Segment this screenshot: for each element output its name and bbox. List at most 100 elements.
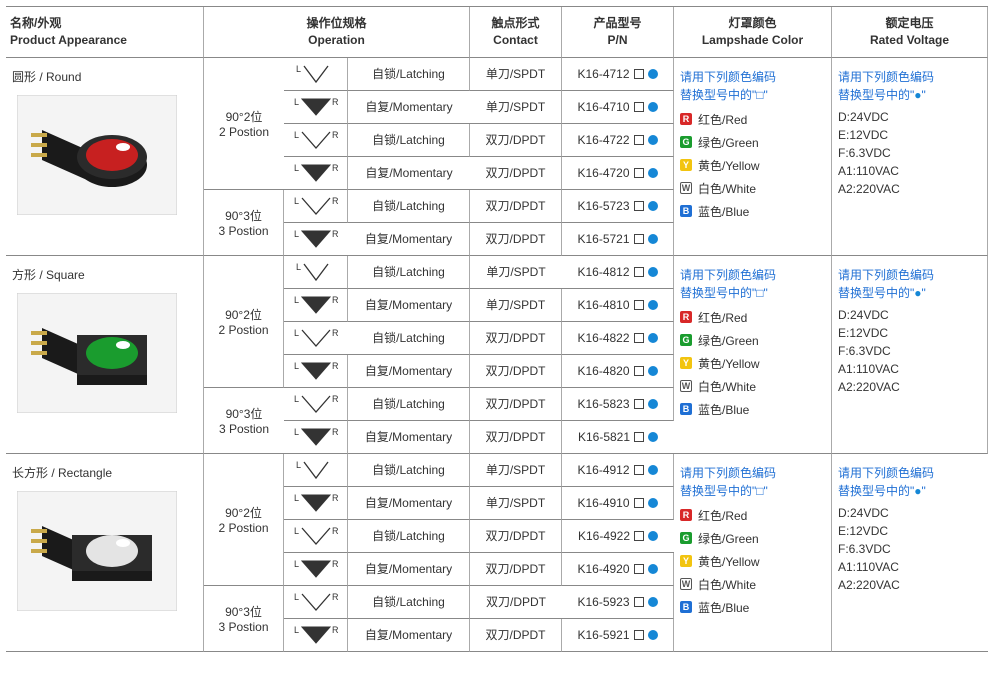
placeholder-square-icon: [634, 234, 644, 244]
contact-label: 双刀/DPDT: [470, 223, 562, 256]
placeholder-dot-icon: [648, 102, 658, 112]
svg-text:R: R: [332, 625, 339, 635]
pn-cell: K16-5921: [562, 619, 674, 652]
svg-text:R: R: [332, 592, 339, 602]
operation-label: 自复/Momentary: [348, 619, 470, 652]
placeholder-dot-icon: [648, 465, 658, 475]
placeholder-square-icon: [634, 267, 644, 277]
svg-text:R: R: [332, 493, 339, 503]
contact-label: 双刀/DPDT: [470, 619, 562, 652]
lampshade-cell: 请用下列颜色编码替换型号中的"□"R红色/RedG绿色/GreenY黄色/Yel…: [674, 454, 832, 652]
pn-value: K16-4812: [577, 265, 629, 279]
svg-text:R: R: [332, 361, 339, 371]
operation-label: 自复/Momentary: [348, 157, 470, 190]
svg-text:R: R: [332, 394, 339, 404]
contact-label: 单刀/SPDT: [470, 256, 562, 289]
pn-cell: K16-5923: [562, 586, 674, 619]
pn-cell: K16-4710: [562, 91, 674, 124]
operation-symbol: LR: [284, 553, 348, 586]
product-photo: [12, 289, 182, 417]
placeholder-dot-icon: [648, 630, 658, 640]
pn-cell: K16-4920: [562, 553, 674, 586]
placeholder-dot-icon: [648, 597, 658, 607]
contact-label: 双刀/DPDT: [470, 322, 562, 355]
operation-symbol: LR: [284, 619, 348, 652]
col-lampshade: 灯罩颜色Lampshade Color: [674, 7, 832, 58]
pn-value: K16-4922: [578, 529, 630, 543]
placeholder-dot-icon: [648, 168, 658, 178]
pn-cell: K16-4910: [562, 487, 674, 520]
placeholder-square-icon: [634, 102, 644, 112]
col-operation: 操作位规格Operation: [204, 7, 470, 58]
position-cell: 90°3位3 Postion: [204, 388, 284, 454]
placeholder-dot-icon: [648, 333, 658, 343]
placeholder-dot-icon: [648, 366, 658, 376]
col-appearance: 名称/外观Product Appearance: [6, 7, 204, 58]
contact-label: 双刀/DPDT: [470, 586, 562, 619]
placeholder-square-icon: [634, 366, 644, 376]
contact-label: 双刀/DPDT: [470, 190, 562, 223]
lampshade-cell: 请用下列颜色编码替换型号中的"□"R红色/RedG绿色/GreenY黄色/Yel…: [674, 256, 832, 454]
pn-cell: K16-4912: [562, 454, 674, 487]
operation-symbol: L: [284, 256, 348, 289]
placeholder-square-icon: [634, 333, 644, 343]
operation-symbol: LR: [284, 355, 348, 388]
operation-label: 自锁/Latching: [348, 124, 470, 157]
operation-symbol: LR: [284, 124, 348, 157]
pn-cell: K16-4722: [562, 124, 674, 157]
pn-cell: K16-4810: [562, 289, 674, 322]
contact-label: 双刀/DPDT: [470, 520, 562, 553]
position-cell: 90°2位2 Postion: [204, 58, 284, 190]
operation-symbol: LR: [284, 322, 348, 355]
contact-label: 单刀/SPDT: [470, 289, 562, 322]
pn-cell: K16-5823: [562, 388, 674, 421]
voltage-cell: 请用下列颜色编码替换型号中的"●"D:24VDCE:12VDCF:6.3VDCA…: [832, 256, 988, 454]
operation-label: 自锁/Latching: [348, 190, 470, 223]
pn-value: K16-4920: [577, 562, 629, 576]
operation-label: 自复/Momentary: [348, 91, 470, 124]
svg-text:L: L: [294, 592, 299, 602]
placeholder-square-icon: [634, 201, 644, 211]
operation-label: 自复/Momentary: [348, 223, 470, 256]
svg-text:L: L: [294, 361, 299, 371]
pn-cell: K16-5821: [562, 421, 674, 454]
svg-text:L: L: [294, 625, 299, 635]
placeholder-square-icon: [634, 597, 644, 607]
position-cell: 90°2位2 Postion: [204, 256, 284, 388]
placeholder-dot-icon: [648, 135, 658, 145]
pn-cell: K16-5723: [562, 190, 674, 223]
svg-text:L: L: [294, 394, 299, 404]
placeholder-square-icon: [634, 300, 644, 310]
pn-cell: K16-4820: [562, 355, 674, 388]
operation-label: 自复/Momentary: [348, 487, 470, 520]
svg-text:L: L: [294, 526, 299, 536]
operation-label: 自复/Momentary: [348, 355, 470, 388]
placeholder-square-icon: [634, 531, 644, 541]
appearance-cell: 方形 / Square: [6, 256, 204, 454]
appearance-cell: 圆形 / Round: [6, 58, 204, 256]
pn-cell: K16-4712: [562, 58, 674, 91]
placeholder-dot-icon: [648, 201, 658, 211]
svg-text:R: R: [332, 229, 339, 239]
svg-text:L: L: [296, 64, 301, 74]
svg-text:R: R: [332, 295, 339, 305]
placeholder-square-icon: [634, 432, 644, 442]
svg-text:R: R: [332, 427, 339, 437]
operation-label: 自复/Momentary: [348, 289, 470, 322]
operation-symbol: LR: [284, 586, 348, 619]
product-photo: [12, 91, 182, 219]
operation-symbol: LR: [284, 520, 348, 553]
contact-label: 双刀/DPDT: [470, 553, 562, 586]
operation-label: 自锁/Latching: [348, 256, 470, 289]
operation-symbol: LR: [284, 157, 348, 190]
voltage-cell: 请用下列颜色编码替换型号中的"●"D:24VDCE:12VDCF:6.3VDCA…: [832, 454, 988, 652]
shape-title: 圆形 / Round: [12, 68, 81, 85]
pn-value: K16-4720: [577, 166, 629, 180]
contact-label: 双刀/DPDT: [470, 157, 562, 190]
operation-label: 自锁/Latching: [348, 322, 470, 355]
operation-symbol: L: [284, 454, 348, 487]
placeholder-square-icon: [634, 135, 644, 145]
placeholder-square-icon: [634, 564, 644, 574]
operation-label: 自复/Momentary: [348, 421, 470, 454]
lampshade-cell: 请用下列颜色编码替换型号中的"□"R红色/RedG绿色/GreenY黄色/Yel…: [674, 58, 832, 256]
